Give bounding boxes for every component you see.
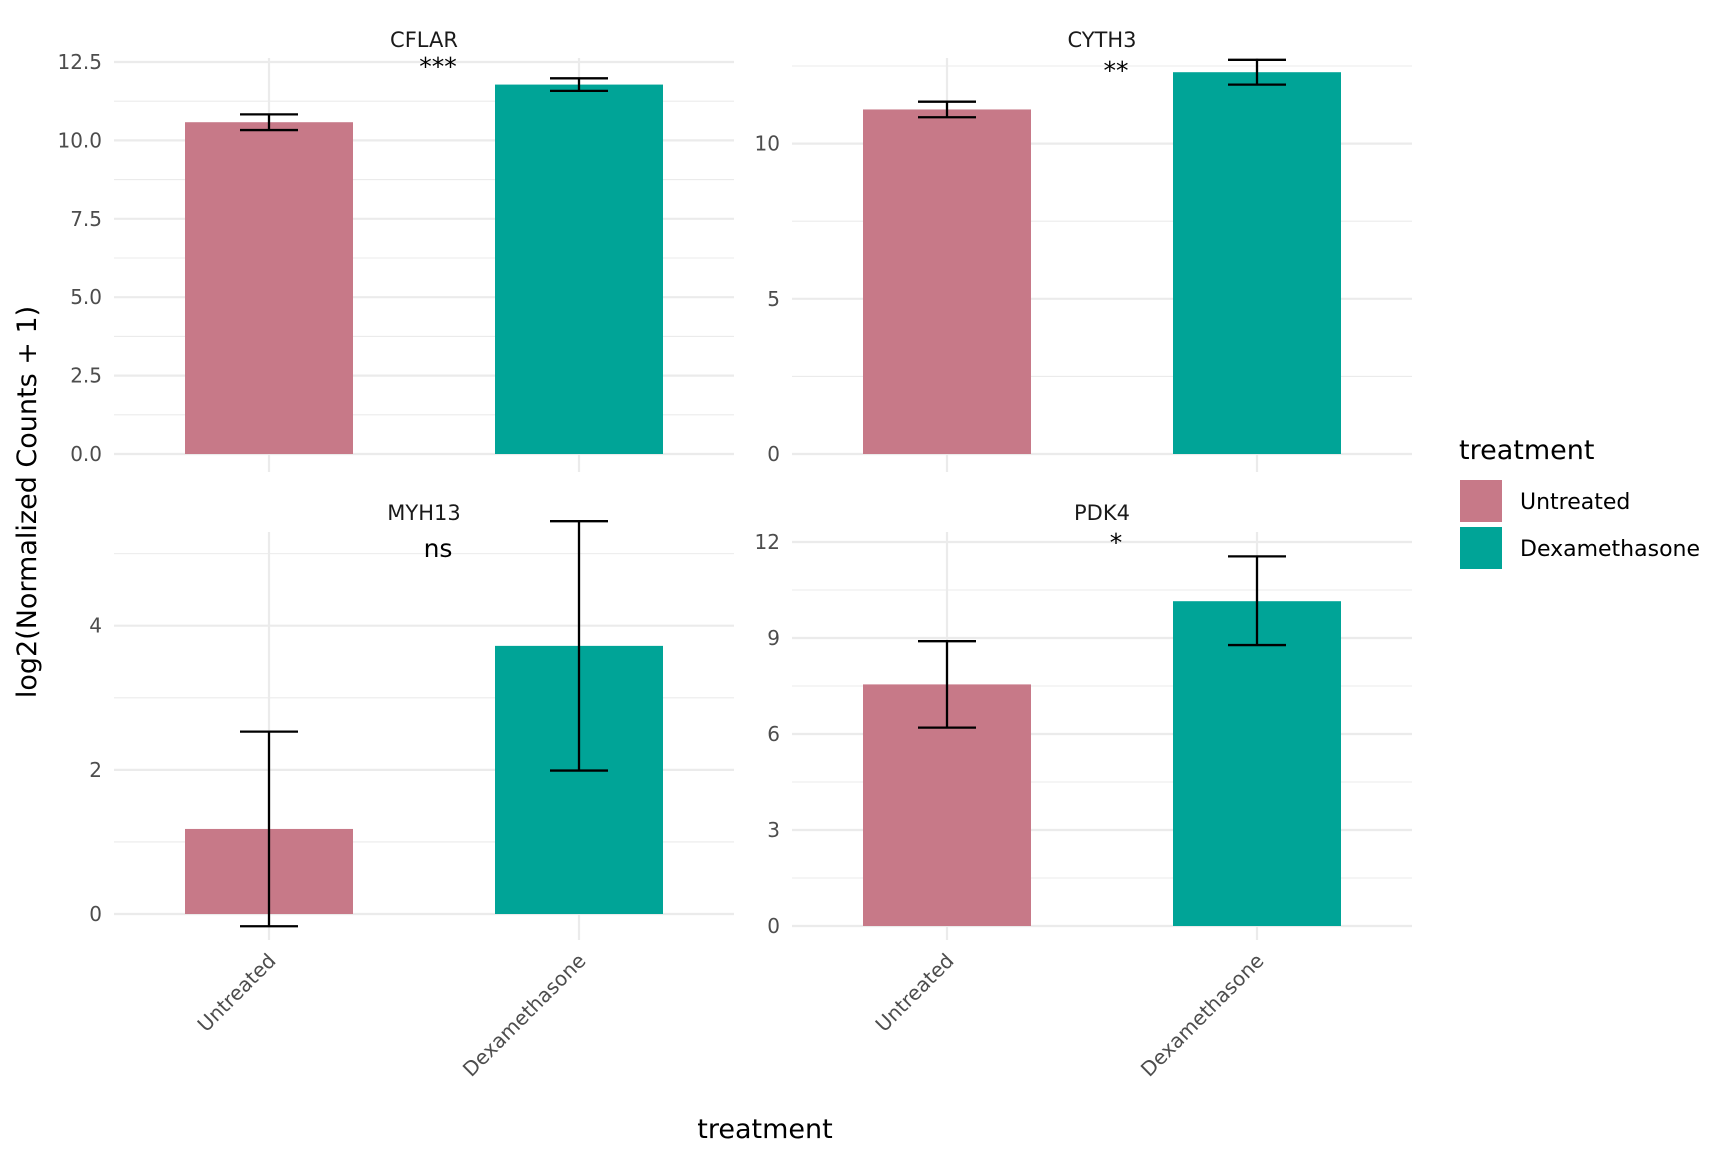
y-tick-label: 10 [755,132,780,156]
y-tick-label: 12 [755,530,780,554]
y-tick-label: 5.0 [70,285,102,309]
legend-swatch-dexamethasone [1460,527,1502,569]
y-tick-label: 0.0 [70,442,102,466]
legend-label-dexamethasone: Dexamethasone [1520,537,1700,562]
facet-title: MYH13 [387,501,460,525]
legend-label-untreated: Untreated [1520,490,1630,515]
y-tick-label: 0 [767,442,780,466]
y-tick-label: 9 [767,626,780,650]
legend: treatment Untreated Dexamethasone [1459,435,1700,569]
significance-label: *** [419,52,457,81]
facet-title: CFLAR [390,28,458,52]
x-tick-label: Untreated [871,949,959,1037]
bar-untreated [185,122,353,455]
significance-label: ** [1104,56,1129,85]
error-bar [1228,555,1286,647]
y-tick-label: 0 [89,902,102,926]
bar-dexamethasone [1173,72,1341,454]
x-tick-label: Dexamethasone [458,949,591,1082]
error-bar [1228,58,1286,86]
y-tick-label: 10.0 [57,128,102,152]
facet-panel-cyth3: 0 5 10 CYTH3 ** [755,28,1412,466]
facet-title: PDK4 [1074,501,1130,525]
y-axis-title: log2(Normalized Counts + 1) [12,306,43,698]
error-bar [240,113,298,132]
bar-dexamethasone [1173,601,1341,926]
error-bar [918,100,976,119]
y-tick-label: 6 [767,722,780,746]
x-tick-label: Dexamethasone [1136,949,1269,1082]
y-tick-label: 2 [89,758,102,782]
error-bar [240,730,298,928]
y-tick-label: 4 [89,614,102,638]
y-tick-label: 2.5 [70,364,102,388]
facet-title: CYTH3 [1067,28,1136,52]
bar-dexamethasone [495,84,663,455]
error-bar [550,77,608,93]
error-bar [550,520,608,772]
facet-panel-cflar: 0.0 2.5 5.0 7.5 10.0 12.5 CFLAR*** [57,28,734,466]
x-axis-title: treatment [697,1114,832,1145]
legend-swatch-untreated [1460,480,1502,522]
y-tick-label: 3 [767,818,780,842]
y-tick-label: 7.5 [70,207,102,231]
y-tick-label: 5 [767,287,780,311]
facet-panel-myh13: 0 2 4 MYH13 ns [89,501,734,940]
error-bar [918,640,976,729]
significance-label: ns [424,534,453,563]
facet-panels: 0.02.55.07.510.012.5CFLAR***0510CYTH3**0… [57,28,1412,940]
legend-title: treatment [1459,435,1594,466]
significance-label: * [1110,528,1123,557]
y-tick-label: 12.5 [57,50,102,74]
bar-untreated [863,109,1031,455]
x-axis: Untreated Dexamethasone Untreated Dexametha… [193,462,1269,1081]
y-tick-label: 0 [767,914,780,938]
facet-panel-pdk4: 0 3 6 9 12 PDK4 * [755,501,1412,940]
x-tick-label: Untreated [193,949,281,1037]
